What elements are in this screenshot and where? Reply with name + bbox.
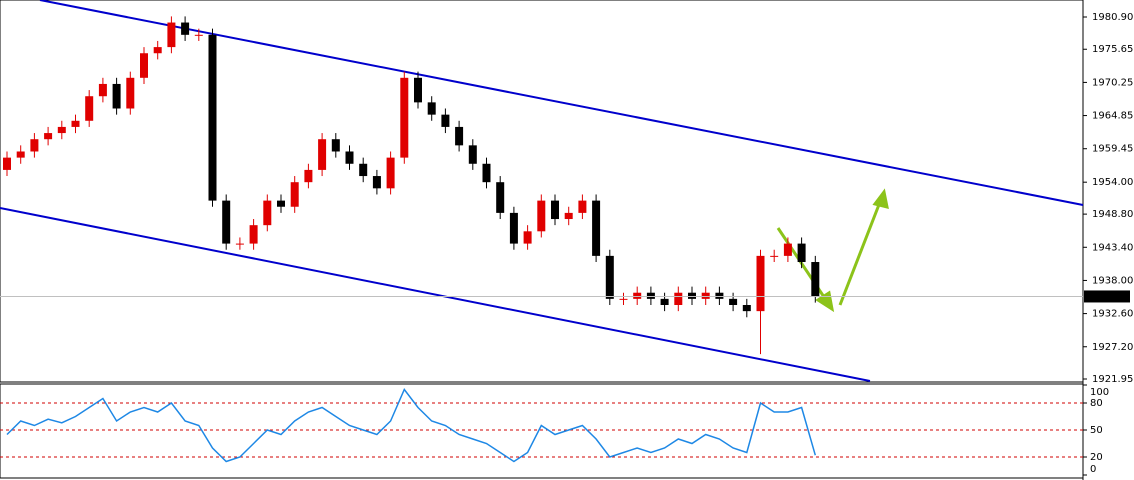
y-tick-label: 80 [1090, 398, 1103, 409]
arrow-up [838, 201, 882, 306]
y-tick-label: 1954.00 [1092, 177, 1133, 188]
candle-body [468, 145, 477, 164]
y-tick-label: 1927.20 [1092, 342, 1133, 353]
price-panel [0, 0, 1084, 383]
candle-body [688, 292, 696, 299]
forecast-arrows [776, 188, 889, 313]
y-tick-label: 1980.90 [1092, 12, 1133, 23]
y-tick-label: 1938.00 [1092, 275, 1133, 286]
y-tick-label: 1975.65 [1092, 44, 1133, 55]
y-tick-label: 20 [1090, 452, 1103, 463]
candle-body [372, 176, 381, 189]
candle-body [605, 255, 614, 299]
channel-lower [0, 207, 871, 382]
candle-body [140, 53, 148, 78]
candle-body [16, 151, 25, 158]
candle-body [455, 126, 464, 146]
candle-body [427, 102, 436, 115]
candle-body [537, 200, 546, 232]
candle-body [578, 200, 587, 213]
y-tick-label: 1948.80 [1092, 209, 1133, 220]
candle-body [770, 255, 779, 257]
y-tick-label: 1921.95 [1092, 374, 1133, 385]
candle-body [249, 225, 258, 244]
candle-body [660, 298, 669, 305]
candle-body [783, 243, 792, 256]
candle-body [277, 200, 285, 207]
y-tick-label: 50 [1090, 425, 1103, 436]
candle-body [523, 231, 532, 244]
candle-body [441, 114, 450, 127]
candle-body [112, 83, 121, 109]
candle-body [85, 96, 94, 121]
candle-body [729, 298, 738, 305]
candle-body [359, 163, 368, 177]
candle-body [701, 292, 710, 299]
candle-body [797, 243, 806, 263]
candle-body [3, 157, 11, 170]
candle-body [263, 200, 272, 226]
candle-body [222, 200, 231, 244]
y-tick-label: 1943.40 [1092, 242, 1133, 253]
candle-body [167, 22, 176, 48]
candle-body [386, 157, 395, 189]
candle-body [633, 292, 642, 299]
candle-body [30, 139, 39, 152]
last-price-label: 1935.39 [1089, 291, 1130, 302]
candle-body [44, 133, 53, 140]
last-price-box [1084, 290, 1130, 303]
candle-body [619, 298, 628, 300]
rsi-panel [0, 383, 1084, 479]
candle-body [98, 83, 107, 97]
channel-upper [39, 0, 1084, 206]
y-tick-label: 1970.25 [1092, 77, 1133, 88]
y-tick-label: 1959.45 [1092, 144, 1133, 155]
candle-body [564, 212, 573, 220]
candle-body [71, 120, 80, 127]
candle-body [742, 304, 751, 312]
y-tick-label: 1932.60 [1092, 309, 1133, 320]
candle-body [496, 182, 505, 213]
candle-body [674, 292, 683, 305]
candle-body [318, 139, 327, 170]
candle-body [235, 243, 244, 245]
candle-body [482, 163, 491, 183]
candle-body [756, 255, 765, 312]
candle-body [304, 169, 313, 183]
candle-body [646, 292, 655, 299]
arrow-head [872, 188, 889, 210]
candle-body [194, 34, 203, 36]
candle-body [126, 77, 135, 109]
candle-body [331, 139, 340, 152]
rsi-line [6, 388, 817, 463]
candle-body [400, 77, 409, 158]
candle-body [181, 22, 190, 35]
y-tick-label: 100 [1090, 387, 1109, 398]
candle-body [551, 200, 559, 220]
candle-body [290, 182, 299, 207]
candle-body [57, 126, 66, 134]
y-tick-label: 1964.85 [1092, 111, 1133, 122]
candle-body [715, 292, 724, 299]
candle-body [509, 212, 518, 244]
candle-body [414, 77, 422, 103]
y-tick-label: 0 [1090, 464, 1096, 475]
candle-body [153, 47, 162, 54]
candle-body [811, 262, 820, 297]
candle-body [345, 151, 354, 164]
candle-body [592, 200, 601, 256]
arrow-head [815, 290, 835, 313]
candle-body [208, 34, 217, 201]
